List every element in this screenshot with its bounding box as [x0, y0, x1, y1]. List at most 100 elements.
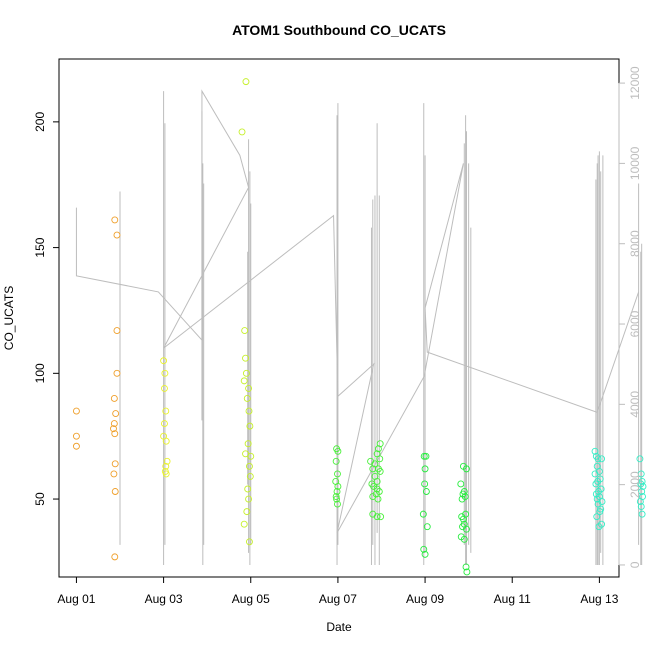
data-point [422, 452, 430, 460]
data-point [421, 465, 429, 473]
data-point [246, 472, 254, 480]
data-point [463, 525, 470, 533]
data-point [420, 545, 428, 553]
secondary-y-tick-label: 10000 [628, 146, 642, 180]
data-point [373, 513, 381, 521]
data-point [591, 470, 599, 478]
x-tick-label: Aug 01 [57, 592, 95, 606]
data-point [334, 470, 341, 478]
data-point [161, 420, 168, 428]
data-point [112, 410, 120, 418]
y-tick-label: 200 [33, 112, 47, 132]
data-point [422, 488, 430, 495]
data-point [72, 407, 80, 415]
x-axis: Aug 01 Aug 03 Aug 05 Aug 07 Aug 09 Aug 11 Aug … [57, 576, 619, 606]
data-point [376, 440, 384, 448]
secondary-y-tick-label: 2000 [628, 471, 642, 498]
data-point [111, 488, 119, 495]
data-point [421, 550, 429, 558]
data-point [113, 369, 121, 377]
data-point [110, 420, 118, 428]
data-point [161, 384, 168, 392]
data-point [244, 440, 252, 448]
data-point [371, 460, 379, 468]
x-tick-label: Aug 03 [145, 592, 183, 606]
data-point [334, 483, 342, 490]
data-point [460, 535, 468, 543]
x-tick-label: Aug 13 [580, 592, 618, 606]
y-tick-label: 150 [33, 237, 47, 257]
data-point [333, 495, 341, 503]
data-point [595, 523, 603, 531]
data-point [594, 455, 602, 463]
data-point [162, 407, 170, 415]
y-tick-label: 50 [33, 492, 47, 506]
data-point [591, 447, 599, 455]
data-point [72, 442, 80, 450]
data-point [593, 513, 601, 521]
data-point [376, 455, 384, 463]
chart-title: ATOM1 Southbound CO_UCATS [232, 22, 446, 38]
data-point [636, 455, 644, 463]
data-point [245, 462, 253, 470]
data-point [111, 216, 119, 224]
data-point [419, 510, 427, 518]
data-point [592, 480, 600, 488]
data-point [245, 538, 253, 546]
data-point [420, 452, 428, 460]
data-point [372, 490, 380, 498]
data-point [463, 568, 471, 576]
data-point [245, 407, 253, 415]
data-point [111, 460, 119, 468]
data-point [240, 520, 248, 528]
secondary-y-tick-label: 0 [628, 561, 642, 568]
data-point [334, 500, 341, 508]
data-point [247, 452, 255, 460]
data-point [638, 488, 646, 495]
data-point [332, 493, 340, 500]
data-point [423, 523, 431, 531]
x-tick-label: Aug 11 [494, 592, 531, 606]
data-point [459, 515, 467, 523]
data-point [374, 495, 382, 503]
data-point [243, 508, 251, 516]
data-point [598, 455, 606, 463]
data-point [163, 457, 171, 465]
x-tick-label: Aug 05 [232, 592, 270, 606]
data-point [462, 563, 470, 571]
data-point [332, 457, 340, 465]
data-point [636, 498, 644, 506]
data-point [457, 480, 465, 488]
data-point [162, 470, 170, 478]
data-point [110, 395, 118, 402]
data-point [370, 483, 378, 490]
data-point [242, 369, 250, 377]
data-point [376, 467, 384, 475]
data-point [110, 470, 118, 478]
data-point [241, 327, 249, 335]
data-point [162, 462, 170, 470]
secondary-y-tick-label: 6000 [628, 310, 642, 337]
data-point [458, 495, 466, 503]
altitude-track-line [75, 89, 640, 534]
data-points [72, 78, 647, 576]
data-point [333, 488, 341, 495]
data-point [334, 447, 342, 455]
x-axis-label: Date [326, 620, 352, 634]
data-point [245, 495, 253, 503]
data-point [240, 377, 248, 385]
plot-frame [58, 58, 620, 578]
altitude-layer [75, 89, 643, 565]
data-point [161, 369, 169, 377]
data-point [162, 437, 170, 445]
data-point [637, 470, 645, 478]
secondary-y-tick-label: 12000 [628, 66, 642, 100]
secondary-y-tick-label: 4000 [628, 391, 642, 418]
data-point [111, 553, 119, 561]
y-axis-label: CO_UCATS [2, 286, 16, 350]
data-point [110, 425, 117, 433]
data-point [421, 480, 429, 488]
secondary-y-tick-label: 8000 [628, 230, 642, 257]
data-point [242, 354, 249, 362]
